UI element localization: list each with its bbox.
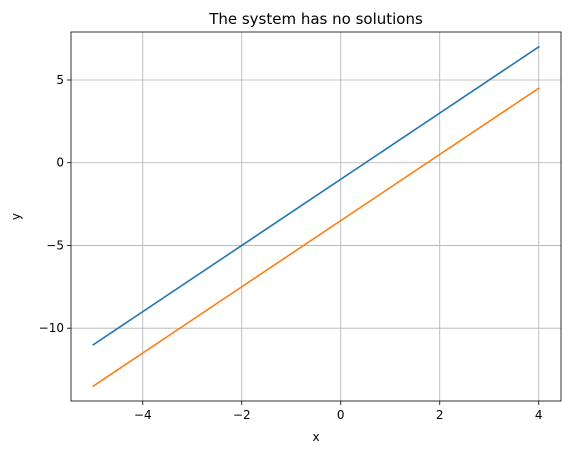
- chart-title: The system has no solutions: [208, 10, 423, 28]
- x-tick-label: 4: [535, 408, 543, 422]
- y-tick-label: −5: [46, 238, 64, 252]
- x-tick-label: −2: [233, 408, 251, 422]
- y-axis-label: y: [9, 213, 23, 220]
- tick-layer: −4 −2 0 2 4 −10 −5 0 5: [39, 73, 543, 422]
- y-tick-label: 0: [56, 156, 64, 170]
- grid-layer: [71, 32, 561, 401]
- series-line-2: [92, 87, 540, 388]
- x-axis-label: x: [312, 430, 319, 444]
- y-tick-label: −10: [39, 321, 64, 335]
- series-line-1: [92, 45, 540, 346]
- plot-frame: [70, 31, 562, 402]
- x-tick-label: 0: [337, 408, 345, 422]
- x-tick-label: 2: [436, 408, 444, 422]
- x-tick-label: −4: [134, 408, 152, 422]
- series-layer: [92, 45, 540, 388]
- y-tick-label: 5: [56, 73, 64, 87]
